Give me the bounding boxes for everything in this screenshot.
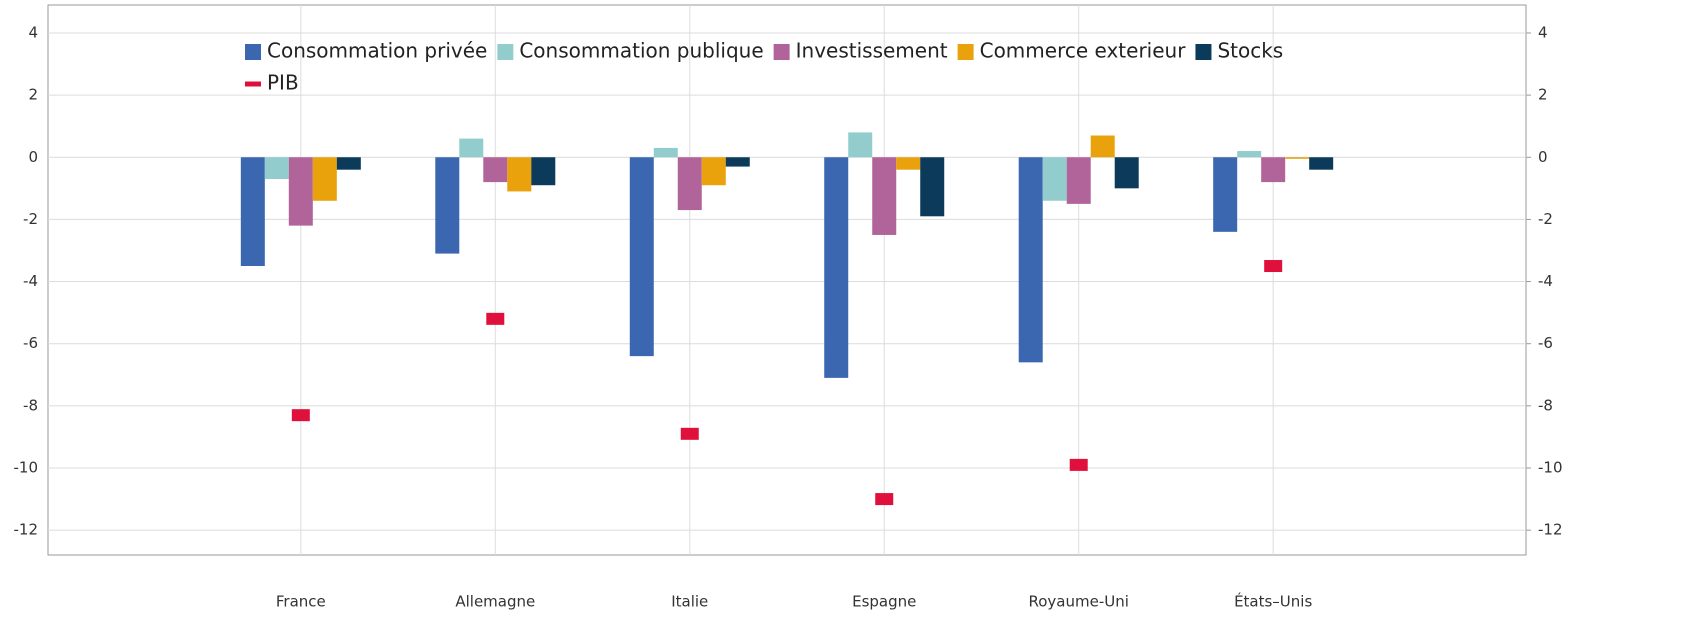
bar xyxy=(1285,157,1310,159)
bar xyxy=(531,157,556,186)
y2-tick-label: 0 xyxy=(1538,148,1548,166)
x-tick-label: Royaume-Uni xyxy=(1028,593,1128,611)
bar xyxy=(896,157,921,170)
y-tick-label: -12 xyxy=(14,521,39,539)
bar xyxy=(653,147,678,158)
bar xyxy=(1309,157,1334,170)
bar xyxy=(507,157,532,192)
legend-label: Commerce exterieur xyxy=(980,39,1187,63)
marker xyxy=(1069,458,1088,471)
bar xyxy=(629,157,654,357)
marker xyxy=(291,409,310,422)
bar xyxy=(848,132,873,158)
legend-label: Investissement xyxy=(796,39,948,63)
x-tick-label: Italie xyxy=(671,593,708,611)
bar xyxy=(1090,135,1115,158)
y2-tick-label: -10 xyxy=(1538,458,1563,476)
bar xyxy=(312,157,337,201)
bar xyxy=(1066,157,1091,204)
legend-swatch xyxy=(245,44,261,60)
bar xyxy=(483,157,508,183)
bar xyxy=(824,157,849,378)
bar xyxy=(459,138,484,158)
x-tick-label: Espagne xyxy=(852,593,916,611)
y2-tick-label: -6 xyxy=(1538,334,1553,352)
marker xyxy=(486,312,505,325)
x-tick-label: France xyxy=(276,593,326,611)
y-tick-label: -2 xyxy=(23,210,38,228)
legend-swatch xyxy=(245,81,261,87)
marker xyxy=(875,493,894,506)
bar xyxy=(1213,157,1238,232)
bar xyxy=(677,157,702,211)
legend-swatch xyxy=(957,44,974,60)
bar xyxy=(920,157,945,217)
legend-swatch xyxy=(497,44,514,60)
bar xyxy=(264,157,289,180)
x-tick-label: États–Unis xyxy=(1234,592,1312,611)
y-tick-label: 4 xyxy=(28,23,38,41)
bar xyxy=(872,157,897,235)
legend-label: Stocks xyxy=(1217,39,1283,63)
bar xyxy=(1114,157,1139,189)
legend-label: PIB xyxy=(267,71,299,95)
bar xyxy=(240,157,265,267)
y2-tick-label: -2 xyxy=(1538,210,1553,228)
y2-tick-label: 2 xyxy=(1538,86,1548,104)
bar xyxy=(1261,157,1286,183)
bar xyxy=(1237,151,1262,158)
y2-tick-label: -4 xyxy=(1538,272,1553,290)
y-tick-label: 2 xyxy=(28,86,38,104)
legend-swatch xyxy=(773,44,790,60)
bar xyxy=(725,157,750,167)
y-tick-label: -10 xyxy=(14,458,39,476)
y2-tick-label: -12 xyxy=(1538,521,1563,539)
y-tick-label: -4 xyxy=(23,272,38,290)
y2-tick-label: 4 xyxy=(1538,23,1548,41)
bar xyxy=(336,157,361,170)
bar xyxy=(1042,157,1067,201)
y-tick-label: 0 xyxy=(28,148,38,166)
bar xyxy=(435,157,460,254)
bar xyxy=(288,157,313,226)
marker xyxy=(1264,260,1283,273)
legend-label: Consommation publique xyxy=(519,39,763,63)
bar xyxy=(701,157,726,186)
legend-swatch xyxy=(1195,44,1212,60)
y-tick-label: -8 xyxy=(23,396,38,414)
y-tick-label: -6 xyxy=(23,334,38,352)
plot-frame xyxy=(47,4,1527,556)
legend-label: Consommation privée xyxy=(267,39,487,63)
marker xyxy=(680,427,699,440)
x-tick-label: Allemagne xyxy=(455,593,535,611)
bar xyxy=(1018,157,1043,363)
y2-tick-label: -8 xyxy=(1538,396,1553,414)
